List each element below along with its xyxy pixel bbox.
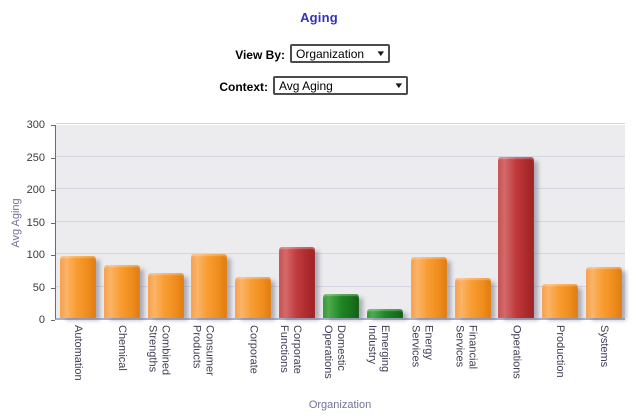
x-category-label: Corporate (247, 325, 260, 374)
y-tick-label: 100 (26, 249, 45, 261)
x-category-label: Chemical (115, 325, 128, 371)
chevron-down-icon: ▼ (393, 81, 405, 90)
y-tick-label: 150 (26, 216, 45, 229)
x-category-label: Automation (71, 325, 84, 381)
x-axis-labels: Automation Chemical Combined Strengths Cons… (55, 325, 625, 403)
bar-domestic-operations[interactable] (323, 293, 359, 318)
x-category-label: Energy Services (409, 325, 435, 368)
x-category-label: Financial Services (453, 325, 479, 370)
gridline (56, 253, 625, 254)
x-category-label: Emerging Industry (365, 325, 391, 373)
bar-production[interactable] (542, 284, 579, 318)
bar-combined-strengths[interactable] (147, 273, 184, 318)
x-category-label: Systems (598, 325, 611, 368)
bar-systems[interactable] (586, 266, 623, 318)
chevron-down-icon: ▼ (375, 49, 387, 58)
page-title: Aging (300, 10, 338, 25)
bar-consumer-products[interactable] (191, 254, 228, 318)
bar-operations[interactable] (498, 156, 535, 318)
gridline (56, 285, 625, 287)
bar-automation[interactable] (59, 255, 96, 318)
x-category-label: Combined Strengths (146, 325, 172, 376)
y-tick-label: 0 (38, 314, 45, 326)
y-tick-mark (51, 287, 55, 289)
y-tick-mark (51, 255, 55, 256)
y-tick-mark (51, 320, 55, 321)
y-tick-mark (51, 157, 55, 159)
context-selected-value: Avg Aging (279, 78, 333, 93)
bar-chemical[interactable] (103, 265, 140, 318)
x-category-label: Consumer Products (190, 325, 216, 376)
bar-chart: Avg Aging 0 50 100 150 200 250 300 Automation C… (0, 111, 638, 420)
y-tick-label: 200 (26, 184, 45, 196)
x-category-label: Operations (510, 325, 523, 379)
bar-emerging-industry[interactable] (366, 308, 403, 318)
gridline (56, 220, 625, 222)
plot-area (55, 123, 625, 320)
bar-corporate-functions[interactable] (279, 246, 316, 318)
x-axis-title: Organization (308, 399, 372, 411)
y-tick-label: 250 (26, 151, 45, 164)
y-tick-mark (51, 222, 55, 224)
view-by-label: View By: (235, 48, 285, 62)
y-tick-mark (51, 190, 55, 191)
x-category-label: Domestic Operations (322, 325, 347, 379)
y-axis-ticks: 0 50 100 150 200 250 300 (0, 111, 55, 341)
context-dropdown[interactable]: Avg Aging ▼ (273, 76, 408, 95)
gridline (56, 155, 625, 157)
context-label: Context: (219, 80, 268, 94)
bar-energy-services[interactable] (410, 256, 447, 318)
view-by-selected-value: Organization (296, 46, 365, 61)
x-category-label: Corporate Functions (278, 325, 304, 374)
gridline (56, 188, 625, 189)
bar-financial-services[interactable] (454, 277, 491, 318)
gridline (56, 123, 625, 124)
x-category-label: Production (554, 325, 567, 378)
y-tick-mark (51, 125, 55, 126)
view-by-dropdown[interactable]: Organization ▼ (290, 44, 390, 63)
y-tick-label: 300 (26, 119, 45, 131)
bar-corporate[interactable] (235, 277, 272, 318)
y-tick-label: 50 (32, 281, 45, 294)
